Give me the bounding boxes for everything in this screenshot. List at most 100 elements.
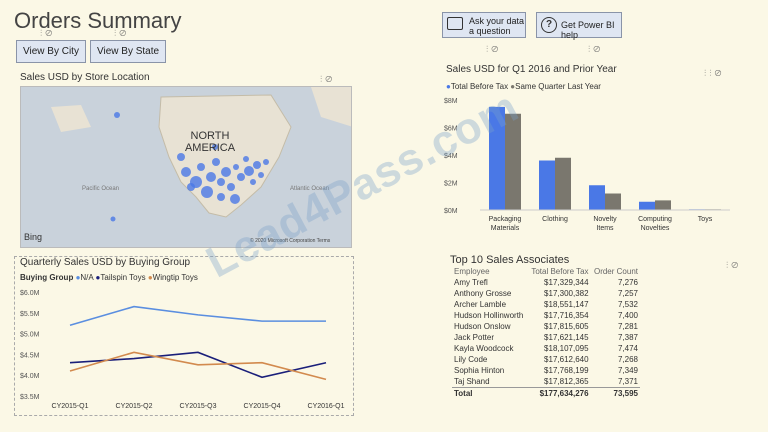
filter-icon[interactable]: ⫶⊘ [114,28,130,38]
sales-map[interactable] [20,86,352,248]
x-tick-label: Novelties [641,225,670,232]
bar [505,113,521,210]
filter-icon[interactable]: ⫶⊘ [40,28,56,38]
view-by-state-button[interactable]: View By State [90,40,167,63]
table-cell: Lily Code [454,355,488,364]
legend-dot-icon: ● [510,82,516,91]
map-svg [51,87,351,222]
legend-item: N/A [80,273,94,282]
column-header[interactable]: Order Count [593,267,638,276]
table-row[interactable]: Lily Code $17,612,640 7,268 [452,354,640,365]
question-icon: ? [541,17,557,33]
series-line [69,305,326,327]
bar-legend: ●Total Before Tax ●Same Quarter Last Yea… [446,82,601,91]
visual-options-icon[interactable]: ⫶⊘ [320,74,336,84]
table-cell: $177,634,276 [527,387,591,399]
table-cell: 7,387 [617,333,638,342]
bar [555,157,571,210]
table-cell: 7,400 [617,311,638,320]
table-cell: $18,107,095 [544,344,589,353]
x-tick-label: Toys [698,216,713,223]
ask-question-button[interactable]: Ask your data a question [442,12,526,38]
table-total-row: Total $177,634,276 73,595 [452,387,640,399]
table-row[interactable]: Jack Potter $17,621,145 7,387 [452,332,640,343]
table-cell: $17,768,199 [544,366,589,375]
land-shape [51,105,91,132]
legend-item: Wingtip Toys [152,273,198,282]
table-cell: 7,257 [617,289,638,298]
bar [539,160,555,210]
legend-item: Total Before Tax [450,82,509,91]
bing-logo: Bing [24,232,43,242]
table-row[interactable]: Taj Shand $17,812,365 7,371 [452,376,640,388]
bar [605,193,621,210]
column-header[interactable]: Total Before Tax [531,267,589,276]
table-cell: Sophia Hinton [454,366,505,375]
y-tick-label: $2M [444,181,458,188]
table-cell: Amy Trefl [454,278,488,287]
y-tick-label: $3.5M [20,394,40,401]
line-chart-title: Quarterly Sales USD by Buying Group [20,257,191,268]
visual-options-icon[interactable]: ⫶⊘ [726,260,742,270]
line-chart[interactable]: $3.5M $4.0M $4.5M $5.0M $5.5M $6.0M CY2015-Q1 C… [14,284,354,414]
line-chart-panel [14,256,354,416]
table-header-row: Employee Total Before Tax Order Count [452,266,640,277]
table-row[interactable]: Amy Trefl $17,329,344 7,276 [452,277,640,288]
table-cell: $17,716,354 [544,311,589,320]
bar [655,200,671,210]
filter-icon[interactable]: ⫶⊘ [588,44,604,54]
land-shape [311,87,351,127]
legend-items: ●N/A ●Tailspin Toys ●Wingtip Toys [76,273,198,282]
visual-options-icon[interactable]: ⫶⫶⊘ [704,68,725,78]
x-tick-label: CY2015-Q4 [244,403,281,410]
table-row[interactable]: Hudson Hollinworth $17,716,354 7,400 [452,310,640,321]
y-tick-label: $5.0M [20,332,40,339]
y-tick-label: $4.0M [20,373,40,380]
bar [489,106,505,210]
table-row[interactable]: Sophia Hinton $17,768,199 7,349 [452,365,640,376]
table-row[interactable]: Archer Lamble $18,551,147 7,532 [452,299,640,310]
bar-chart[interactable]: $0M $2M $4M $6M $8M Packaging Materials Clothin… [440,92,740,242]
ocean-label-atlantic: Atlantic Ocean [290,186,330,192]
y-tick-label: $5.5M [20,311,40,318]
series-line [69,351,327,379]
table-cell: 7,276 [617,278,638,287]
table-cell: Taj Shand [454,377,490,386]
help-button[interactable]: ? Get Power BI help [536,12,622,40]
table-cell: 7,349 [617,366,638,375]
table-cell: $17,300,382 [544,289,589,298]
table-cell: Archer Lamble [454,300,507,309]
map-copyright: © 2020 Microsoft Corporation Terms [250,238,331,244]
filter-icon[interactable]: ⫶⊘ [486,44,502,54]
series-line [69,351,327,381]
table-row[interactable]: Kayla Woodcock $18,107,095 7,474 [452,343,640,354]
table-cell: $17,621,145 [544,333,589,342]
y-tick-label: $6.0M [20,290,40,297]
x-tick-label: Clothing [542,216,568,223]
table-row[interactable]: Hudson Onslow $17,815,605 7,281 [452,321,640,332]
table-cell: 7,281 [617,322,638,331]
y-tick-label: $4M [444,153,458,160]
line-legend: Buying Group ●N/A ●Tailspin Toys ●Wingti… [20,273,198,282]
y-tick-label: $4.5M [20,352,40,359]
location-bubbles[interactable] [110,112,270,222]
table-row[interactable]: Anthony Grosse $17,300,382 7,257 [452,288,640,299]
bar [639,201,655,210]
table-cell: $17,612,640 [544,355,589,364]
table-cell: Jack Potter [454,333,495,342]
table-cell: 7,268 [617,355,638,364]
view-by-city-button[interactable]: View By City [16,40,86,63]
table-cell: Hudson Hollinworth [454,311,524,320]
table-body: Amy Trefl $17,329,344 7,276 Anthony Grosse $… [452,277,640,399]
legend-item: Same Quarter Last Year [515,82,601,91]
help-label: Get Power BI help [561,20,615,40]
x-tick-label: CY2015-Q2 [116,403,153,410]
bar-chart-title: Sales USD for Q1 2016 and Prior Year [446,64,617,75]
legend-dot-icon: ● [446,82,451,91]
column-header[interactable]: Employee [454,267,490,276]
legend-dot-icon: ● [93,273,101,282]
ocean-label-pacific: Pacific Ocean [82,186,120,192]
legend-dot-icon: ● [145,273,153,282]
continent-label: NORTH AMERICA [180,130,240,154]
